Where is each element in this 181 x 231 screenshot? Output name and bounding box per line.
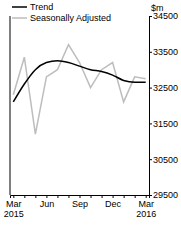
x-tick xyxy=(135,195,136,198)
legend-swatch xyxy=(12,17,27,19)
x-tick-mark xyxy=(135,195,136,198)
y-tick-mark xyxy=(149,16,152,17)
y-tick-mark xyxy=(149,52,152,53)
x-tick-mark xyxy=(146,195,147,198)
series-line xyxy=(13,61,145,102)
x-tick-mark xyxy=(102,195,103,198)
x-tick-mark xyxy=(80,195,81,198)
x-tick-mark xyxy=(35,195,36,198)
y-tick-label: 31500 xyxy=(153,119,178,129)
series-group xyxy=(13,45,145,135)
x-tick xyxy=(57,195,58,198)
y-tick-label: 29500 xyxy=(153,190,178,200)
y-tick-mark xyxy=(149,88,152,89)
legend-label: Seasonally Adjusted xyxy=(30,13,111,23)
x-tick-mark xyxy=(57,195,58,198)
x-axis: Mar2015 Jun Sep Dec Mar2016 xyxy=(4,195,156,219)
y-tick-label: 33500 xyxy=(153,47,178,57)
x-tick-label: Jun xyxy=(40,199,55,209)
y-tick-mark xyxy=(149,123,152,124)
x-tick-mark xyxy=(46,195,47,198)
legend-swatch xyxy=(12,6,27,8)
x-tick: Mar2015 xyxy=(4,195,24,219)
x-tick-mark xyxy=(91,195,92,198)
x-tick-mark xyxy=(13,195,14,198)
y-label: $m xyxy=(151,3,164,13)
x-tick xyxy=(91,195,92,198)
x-tick-label: Mar2016 xyxy=(136,199,156,219)
y-tick: 31500 xyxy=(149,119,178,129)
x-tick: Dec xyxy=(105,195,122,209)
y-tick-label: 30500 xyxy=(153,155,178,165)
y-tick-label: 32500 xyxy=(153,83,178,93)
x-tick xyxy=(24,195,25,198)
y-axis: 295003050031500325003350034500 xyxy=(149,11,178,200)
series-line xyxy=(13,45,145,135)
legend: TrendSeasonally Adjusted xyxy=(12,2,111,23)
left-frame xyxy=(10,16,11,195)
x-tick-label: Mar2015 xyxy=(4,199,24,219)
x-tick-label: Sep xyxy=(72,199,88,209)
x-axis-line xyxy=(11,196,150,199)
x-tick: Mar2016 xyxy=(136,195,156,219)
y-tick: 32500 xyxy=(149,83,178,93)
y-tick: 33500 xyxy=(149,47,178,57)
y-tick: 30500 xyxy=(149,155,178,165)
x-tick-mark xyxy=(124,195,125,198)
x-tick-mark xyxy=(113,195,114,198)
y-tick-mark xyxy=(149,159,152,160)
legend-label: Trend xyxy=(30,2,53,12)
x-tick: Jun xyxy=(40,195,55,209)
y-axis-line xyxy=(150,17,153,196)
x-tick xyxy=(124,195,125,198)
x-tick xyxy=(35,195,36,198)
chart: 295003050031500325003350034500Mar2015Jun… xyxy=(0,0,181,231)
x-tick xyxy=(68,195,69,198)
x-tick-label: Dec xyxy=(105,199,122,209)
x-tick-mark xyxy=(24,195,25,198)
plot: 295003050031500325003350034500Mar2015Jun… xyxy=(4,11,178,219)
x-tick xyxy=(102,195,103,198)
x-tick: Sep xyxy=(72,195,88,209)
x-tick-mark xyxy=(68,195,69,198)
